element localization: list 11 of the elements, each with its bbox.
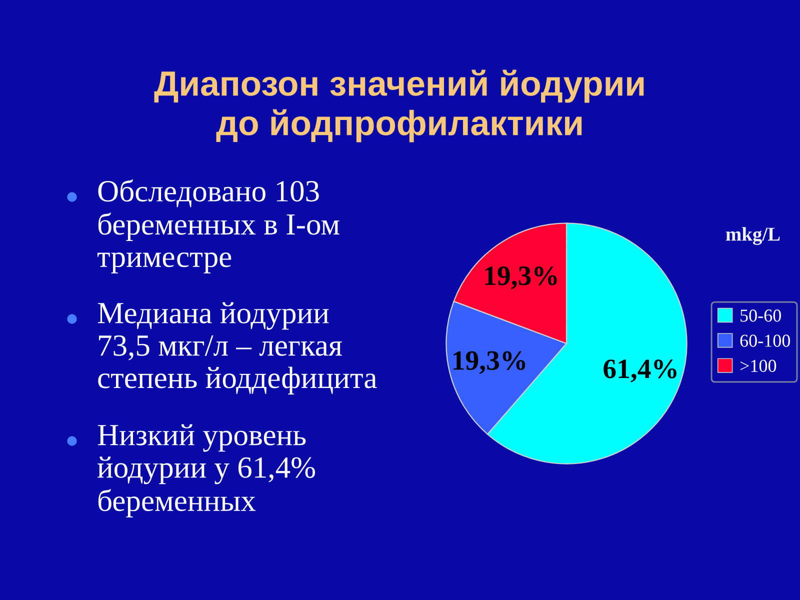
legend-label: 50-60	[740, 310, 781, 322]
text: Низкий уровень йодурии у 61,4% беременных	[98, 424, 315, 518]
data-label: 19,3%	[454, 351, 526, 374]
data-label: 19,3%	[485, 266, 557, 290]
legend-label: >100	[740, 360, 776, 372]
data-label: 61,4%	[604, 360, 676, 382]
text: Медиана йодурии 73,5 мкг/л – легкая степень йоддефицита	[98, 302, 377, 394]
chart-title: Диапозон значений йодурии до йодпрофилактики	[154, 70, 644, 142]
legend-title: mkg/L	[726, 227, 780, 245]
text: Обследовано 103 беременных в I-ом триместре	[97, 179, 340, 274]
legend-label: 60-100	[740, 334, 790, 347]
